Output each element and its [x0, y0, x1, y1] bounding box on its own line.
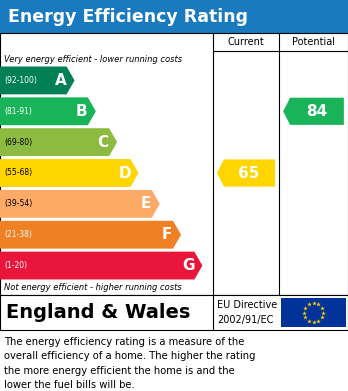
Text: Energy Efficiency Rating: Energy Efficiency Rating	[8, 7, 248, 25]
Text: (69-80): (69-80)	[4, 138, 32, 147]
Text: 65: 65	[238, 165, 260, 181]
Text: 84: 84	[306, 104, 327, 119]
Text: F: F	[162, 227, 172, 242]
Text: (81-91): (81-91)	[4, 107, 32, 116]
Text: Current: Current	[228, 37, 264, 47]
Text: (39-54): (39-54)	[4, 199, 32, 208]
Text: C: C	[97, 135, 109, 150]
Text: (21-38): (21-38)	[4, 230, 32, 239]
Text: The energy efficiency rating is a measure of the
overall efficiency of a home. T: The energy efficiency rating is a measur…	[4, 337, 255, 390]
Text: D: D	[118, 165, 131, 181]
Polygon shape	[0, 128, 117, 156]
Polygon shape	[217, 160, 275, 187]
Bar	[281, 298, 346, 327]
Polygon shape	[0, 66, 74, 94]
Bar	[0, 33, 348, 295]
Text: (1-20): (1-20)	[4, 261, 27, 270]
Polygon shape	[0, 252, 202, 280]
Bar	[0, 295, 348, 330]
Text: B: B	[76, 104, 88, 119]
Polygon shape	[0, 97, 96, 125]
Text: Potential: Potential	[292, 37, 335, 47]
Text: Not energy efficient - higher running costs: Not energy efficient - higher running co…	[4, 283, 182, 292]
Text: G: G	[182, 258, 195, 273]
Bar	[0, 0, 348, 33]
Polygon shape	[0, 159, 139, 187]
Text: Very energy efficient - lower running costs: Very energy efficient - lower running co…	[4, 54, 182, 63]
Polygon shape	[283, 98, 344, 125]
Text: E: E	[141, 196, 151, 212]
Polygon shape	[0, 221, 181, 249]
Text: England & Wales: England & Wales	[6, 303, 190, 322]
Text: (92-100): (92-100)	[4, 76, 37, 85]
Polygon shape	[0, 190, 160, 218]
Text: EU Directive
2002/91/EC: EU Directive 2002/91/EC	[217, 301, 277, 325]
Text: (55-68): (55-68)	[4, 169, 32, 178]
Text: A: A	[55, 73, 66, 88]
